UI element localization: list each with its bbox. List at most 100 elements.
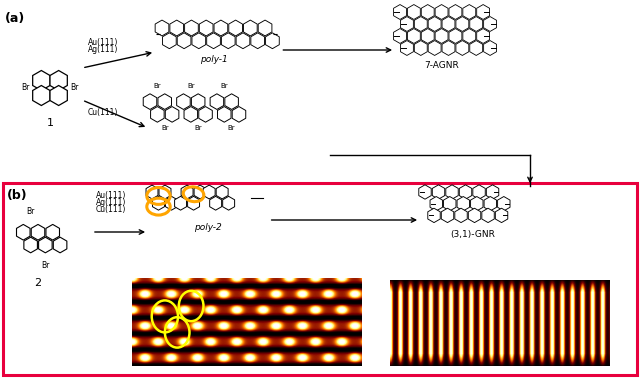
Polygon shape <box>50 71 67 90</box>
Polygon shape <box>166 196 177 210</box>
Polygon shape <box>203 185 215 199</box>
Polygon shape <box>486 185 499 199</box>
Polygon shape <box>191 94 205 109</box>
Polygon shape <box>401 17 413 32</box>
Polygon shape <box>188 196 200 210</box>
Polygon shape <box>216 185 228 199</box>
Polygon shape <box>497 196 510 211</box>
Polygon shape <box>228 20 243 36</box>
Text: Br: Br <box>26 207 35 217</box>
Text: poly-2: poly-2 <box>194 223 221 232</box>
Polygon shape <box>46 225 60 240</box>
Polygon shape <box>473 185 485 199</box>
Text: Au(111): Au(111) <box>96 191 126 200</box>
Polygon shape <box>181 185 193 199</box>
Text: Br: Br <box>220 83 228 89</box>
Polygon shape <box>221 33 235 49</box>
Polygon shape <box>218 106 231 122</box>
Polygon shape <box>158 94 172 109</box>
Polygon shape <box>50 86 67 106</box>
Text: Br: Br <box>228 125 236 131</box>
Polygon shape <box>428 17 441 32</box>
Bar <box>3 183 637 375</box>
Polygon shape <box>484 41 497 55</box>
Polygon shape <box>31 225 45 240</box>
Text: Br: Br <box>187 83 195 89</box>
Polygon shape <box>159 185 171 199</box>
Polygon shape <box>482 208 494 223</box>
Polygon shape <box>146 185 158 199</box>
Polygon shape <box>442 17 455 32</box>
Polygon shape <box>477 5 490 19</box>
Polygon shape <box>408 28 420 43</box>
Polygon shape <box>199 20 213 36</box>
Polygon shape <box>484 17 497 32</box>
Text: Au(111): Au(111) <box>88 38 118 47</box>
Polygon shape <box>432 185 445 199</box>
Polygon shape <box>155 20 169 36</box>
Polygon shape <box>449 28 462 43</box>
Polygon shape <box>435 28 448 43</box>
Polygon shape <box>184 20 198 36</box>
Polygon shape <box>401 41 413 55</box>
Polygon shape <box>463 5 476 19</box>
Polygon shape <box>428 41 441 55</box>
Polygon shape <box>175 196 186 210</box>
Polygon shape <box>470 41 483 55</box>
Polygon shape <box>210 94 223 109</box>
Polygon shape <box>444 196 456 211</box>
Polygon shape <box>236 33 250 49</box>
Text: Ag(111): Ag(111) <box>88 45 118 54</box>
Text: Br: Br <box>161 125 168 131</box>
Polygon shape <box>152 196 164 210</box>
Polygon shape <box>414 17 428 32</box>
Text: 2: 2 <box>35 279 42 288</box>
Polygon shape <box>38 237 52 253</box>
Polygon shape <box>207 33 220 49</box>
Polygon shape <box>484 196 497 211</box>
Polygon shape <box>394 5 406 19</box>
Polygon shape <box>53 237 67 253</box>
Polygon shape <box>251 33 264 49</box>
Polygon shape <box>457 196 470 211</box>
Text: Br: Br <box>154 83 161 89</box>
Polygon shape <box>210 196 221 210</box>
Polygon shape <box>470 17 483 32</box>
Polygon shape <box>170 20 184 36</box>
Polygon shape <box>232 106 246 122</box>
Polygon shape <box>165 106 179 122</box>
Polygon shape <box>266 33 279 49</box>
Polygon shape <box>442 208 454 223</box>
Text: 1: 1 <box>47 118 54 128</box>
Polygon shape <box>460 185 472 199</box>
Polygon shape <box>468 208 481 223</box>
Text: (a): (a) <box>5 12 25 25</box>
Text: Br: Br <box>195 125 202 131</box>
Polygon shape <box>192 33 205 49</box>
Text: Cu(111): Cu(111) <box>96 205 126 214</box>
Text: Br: Br <box>41 261 49 270</box>
Polygon shape <box>194 185 206 199</box>
Polygon shape <box>414 41 428 55</box>
Polygon shape <box>470 196 483 211</box>
Polygon shape <box>477 28 490 43</box>
Polygon shape <box>449 5 462 19</box>
Polygon shape <box>17 225 30 240</box>
Text: poly-1: poly-1 <box>200 55 227 65</box>
Text: Cu(111): Cu(111) <box>88 108 118 117</box>
Polygon shape <box>463 28 476 43</box>
Polygon shape <box>430 196 442 211</box>
Polygon shape <box>33 86 50 106</box>
Text: Ag(111): Ag(111) <box>96 198 126 207</box>
Text: Br: Br <box>21 84 29 92</box>
Polygon shape <box>24 237 37 253</box>
Polygon shape <box>163 33 176 49</box>
Polygon shape <box>177 33 191 49</box>
Polygon shape <box>455 208 467 223</box>
Polygon shape <box>33 71 50 90</box>
Polygon shape <box>199 106 212 122</box>
Polygon shape <box>143 94 157 109</box>
Polygon shape <box>442 41 455 55</box>
Text: (3,1)-GNR: (3,1)-GNR <box>450 230 495 239</box>
Polygon shape <box>456 41 468 55</box>
